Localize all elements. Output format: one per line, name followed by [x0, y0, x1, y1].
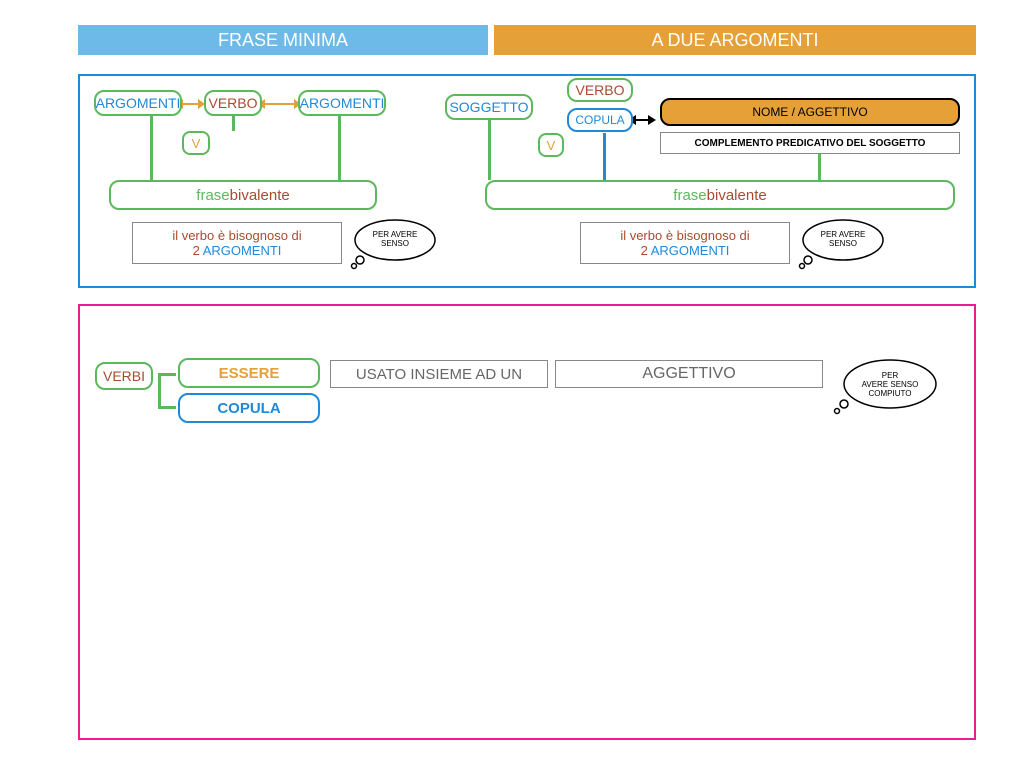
text: ARGOMENTI — [203, 243, 282, 258]
header-left: FRASE MINIMA — [78, 25, 488, 55]
svg-text:SENSO: SENSO — [829, 239, 857, 248]
right-nome: NOME / AGGETTIVO — [660, 98, 960, 126]
right-verbo: VERBO — [567, 78, 633, 102]
lower-copula: COPULA — [178, 393, 320, 423]
left-argomenti-2: ARGOMENTI — [298, 90, 386, 116]
svg-text:AVERE SENSO: AVERE SENSO — [862, 380, 919, 389]
text: bivalente — [707, 187, 767, 204]
header-right: A DUE ARGOMENTI — [494, 25, 976, 55]
right-frase: frase bivalente — [485, 180, 955, 210]
left-v: V — [182, 131, 210, 155]
svg-text:COMPIUTO: COMPIUTO — [869, 389, 912, 398]
text: bivalente — [230, 187, 290, 204]
svg-text:SENSO: SENSO — [381, 239, 409, 248]
lower-bubble: PER AVERE SENSO COMPIUTO — [832, 358, 940, 418]
text: frase — [196, 187, 229, 204]
text: il verbo è bisognoso di — [172, 228, 301, 243]
text: ARGOMENTI — [651, 243, 730, 258]
text: frase — [673, 187, 706, 204]
lower-aggettivo: AGGETTIVO — [555, 360, 823, 388]
text: 2 — [193, 243, 203, 258]
right-copula: COPULA — [567, 108, 633, 132]
right-comp: COMPLEMENTO PREDICATIVO DEL SOGGETTO — [660, 132, 960, 154]
lower-verbi: VERBI — [95, 362, 153, 390]
left-argomenti-1: ARGOMENTI — [94, 90, 182, 116]
left-bubble: PER AVERE SENSO — [350, 218, 440, 270]
text: il verbo è bisognoso di — [620, 228, 749, 243]
text: 2 — [641, 243, 651, 258]
svg-text:PER AVERE: PER AVERE — [821, 230, 866, 239]
right-v: V — [538, 133, 564, 157]
right-soggetto: SOGGETTO — [445, 94, 533, 120]
svg-text:PER AVERE: PER AVERE — [373, 230, 418, 239]
left-bisogno: il verbo è bisognoso di 2 ARGOMENTI — [132, 222, 342, 264]
left-verbo: VERBO — [204, 90, 262, 116]
left-frase: frase bivalente — [109, 180, 377, 210]
lower-essere: ESSERE — [178, 358, 320, 388]
svg-text:PER: PER — [882, 371, 899, 380]
right-bubble: PER AVERE SENSO — [798, 218, 888, 270]
right-bisogno: il verbo è bisognoso di 2 ARGOMENTI — [580, 222, 790, 264]
lower-usato: USATO INSIEME AD UN — [330, 360, 548, 388]
